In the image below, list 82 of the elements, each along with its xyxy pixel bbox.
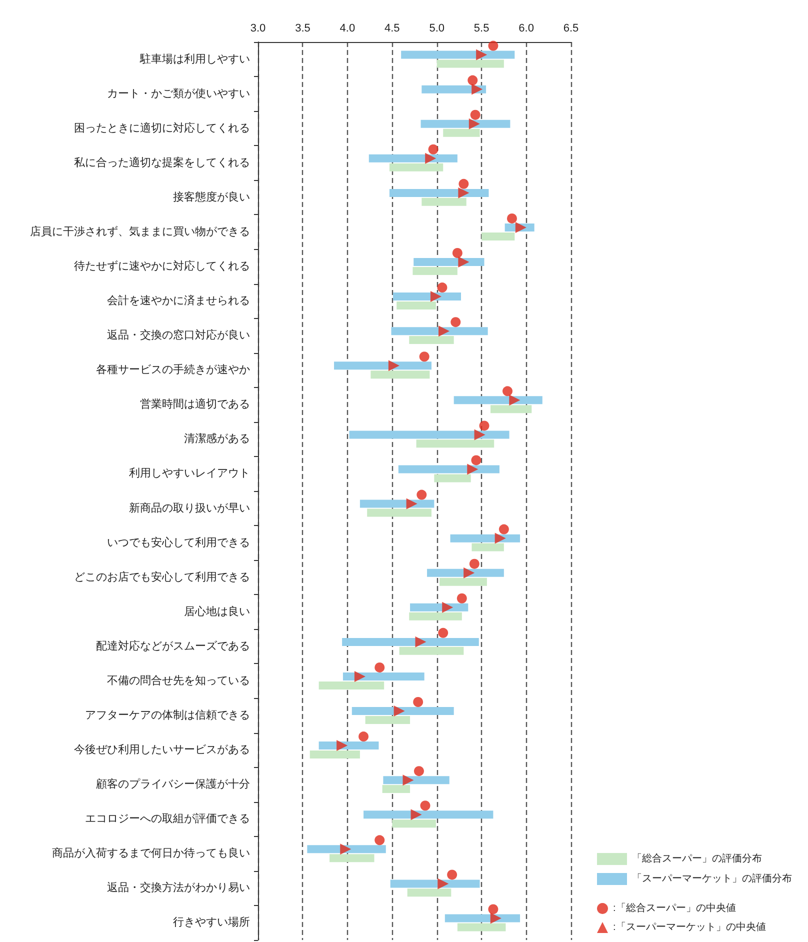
x-tick-label: 6.0 — [518, 22, 534, 34]
legend-label: :「総合スーパー」の中央値 — [613, 902, 736, 914]
bar — [389, 188, 489, 197]
y-tick-label: アフターケアの体制は信頼できる — [85, 708, 250, 722]
bar — [472, 543, 504, 552]
x-tick-label: 4.0 — [340, 22, 356, 34]
bar — [482, 232, 515, 240]
bar — [310, 750, 360, 759]
bar — [367, 508, 432, 517]
y-tick-label: 私に合った適切な提案をしてくれる — [74, 156, 250, 169]
bar — [399, 646, 464, 655]
bar — [352, 707, 454, 716]
y-tick-label: いつでも安心して利用できる — [107, 536, 250, 549]
x-tick-label: 4.5 — [384, 22, 400, 34]
bar — [398, 465, 500, 474]
bar — [334, 362, 432, 370]
x-tick-label: 3.0 — [250, 22, 266, 34]
y-tick-label: 利用しやすいレイアウト — [129, 466, 250, 480]
bar — [390, 880, 480, 888]
bar — [389, 163, 444, 172]
y-tick-label: 困ったときに適切に対応してくれる — [74, 121, 250, 134]
bar — [450, 534, 520, 542]
bar — [440, 578, 487, 586]
bar — [427, 568, 504, 577]
bar — [443, 128, 480, 137]
bar — [416, 440, 494, 448]
legend-label: :「スーパーマーケット」の中央値 — [613, 921, 766, 933]
bar — [342, 638, 479, 646]
bar — [490, 405, 532, 414]
y-tick-label: 配達対応などがスムーズである — [96, 639, 250, 652]
y-tick-label: 営業時間は適切である — [140, 398, 250, 411]
bar — [368, 154, 458, 162]
y-tick-label: どこのお店でも安心して利用できる — [74, 570, 250, 584]
y-tick-label: カート・かご類が使いやすい — [107, 88, 250, 100]
bar — [409, 612, 462, 620]
y-tick-label: 各種サービスの手続きが速やか — [96, 363, 250, 376]
bar — [382, 785, 410, 794]
bar — [422, 198, 466, 206]
bar — [444, 914, 520, 922]
y-tick-label: 駐車場は利用しやすい — [139, 52, 250, 66]
bar — [342, 672, 424, 680]
y-tick-label: 返品・交換の窓口対応が良い — [107, 328, 250, 342]
bar — [420, 120, 510, 128]
y-tick-label: 顧客のプライバシー保護が十分 — [96, 778, 250, 791]
bar — [349, 430, 510, 439]
bar — [330, 854, 374, 862]
bar — [307, 845, 386, 854]
bar — [392, 820, 436, 828]
bar — [365, 716, 410, 724]
y-tick-label: 返品・交換方法がわかり易い — [107, 881, 250, 894]
x-tick-label: 5.0 — [429, 22, 445, 34]
bar — [407, 888, 452, 897]
y-tick-label: 新商品の取り扱いが早い — [129, 501, 250, 514]
bar — [318, 681, 384, 690]
y-tick-label: 居心地は良い — [184, 604, 250, 618]
y-tick-label: 接客態度が良い — [173, 190, 250, 204]
bar — [401, 50, 515, 59]
bar — [364, 810, 494, 819]
y-tick-label: 会計を速やかに済ませられる — [107, 294, 250, 308]
bar — [412, 266, 458, 275]
y-tick-label: 店員に干渉されず、気ままに買い物ができる — [30, 224, 250, 238]
x-tick-label: 5.5 — [474, 22, 490, 34]
bar — [391, 327, 488, 336]
y-tick-label: 不備の問合せ先を知っている — [107, 674, 250, 687]
y-tick-label: 商品が入荷するまで何日か待っても良い — [52, 846, 250, 860]
y-tick-label: 待たせずに速やかに対応してくれる — [74, 260, 250, 272]
y-tick-label: 清潔感がある — [184, 432, 250, 446]
y-tick-label: 行きやすい場所 — [173, 916, 250, 929]
legend-label: 「総合スーパー」の評価分布 — [632, 852, 762, 864]
bar — [370, 370, 430, 379]
bar — [360, 500, 434, 508]
y-tick-label: エコロジーへの取組が評価できる — [85, 812, 250, 826]
x-tick-label: 3.5 — [295, 22, 310, 34]
y-tick-label: 今後ぜひ利用したいサービスがある — [74, 743, 250, 756]
bar — [454, 396, 542, 404]
bar — [396, 302, 436, 310]
bar — [409, 336, 454, 344]
legend-label: 「スーパーマーケット」の評価分布 — [632, 872, 792, 884]
x-tick-label: 6.5 — [563, 22, 579, 34]
bar — [436, 60, 504, 68]
bar — [457, 923, 506, 932]
bar — [434, 474, 471, 482]
